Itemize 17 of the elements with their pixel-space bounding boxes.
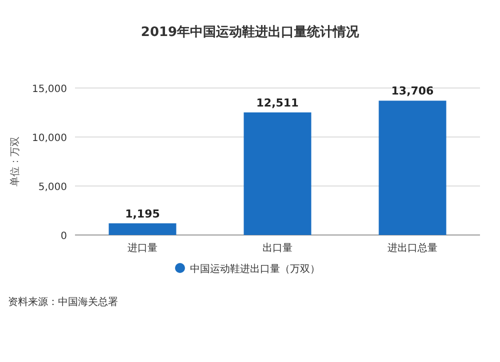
y-axis-title: 单位：万双 — [9, 136, 21, 186]
y-tick-label: 5,000 — [38, 182, 67, 193]
chart-title: 2019年中国运动鞋进出口量统计情况 — [140, 24, 360, 40]
text: 资料来源：中国海关总署 — [8, 296, 118, 308]
x-tick-label: 出口量 — [262, 242, 292, 254]
y-tick-label: 15,000 — [32, 84, 67, 95]
x-tick-label: 进出口总量 — [388, 242, 438, 254]
text: 1,195 — [125, 207, 160, 220]
y-tick-label: 10,000 — [32, 133, 67, 144]
bar — [378, 100, 446, 235]
text: 13,706 — [391, 84, 434, 98]
legend-label: 中国运动鞋进出口量（万双） — [190, 263, 320, 275]
bar — [108, 223, 176, 235]
y-tick-label: 0 — [60, 231, 67, 242]
bar — [244, 112, 312, 235]
x-tick-label: 进口量 — [128, 242, 158, 254]
text: 12,511 — [256, 96, 299, 110]
